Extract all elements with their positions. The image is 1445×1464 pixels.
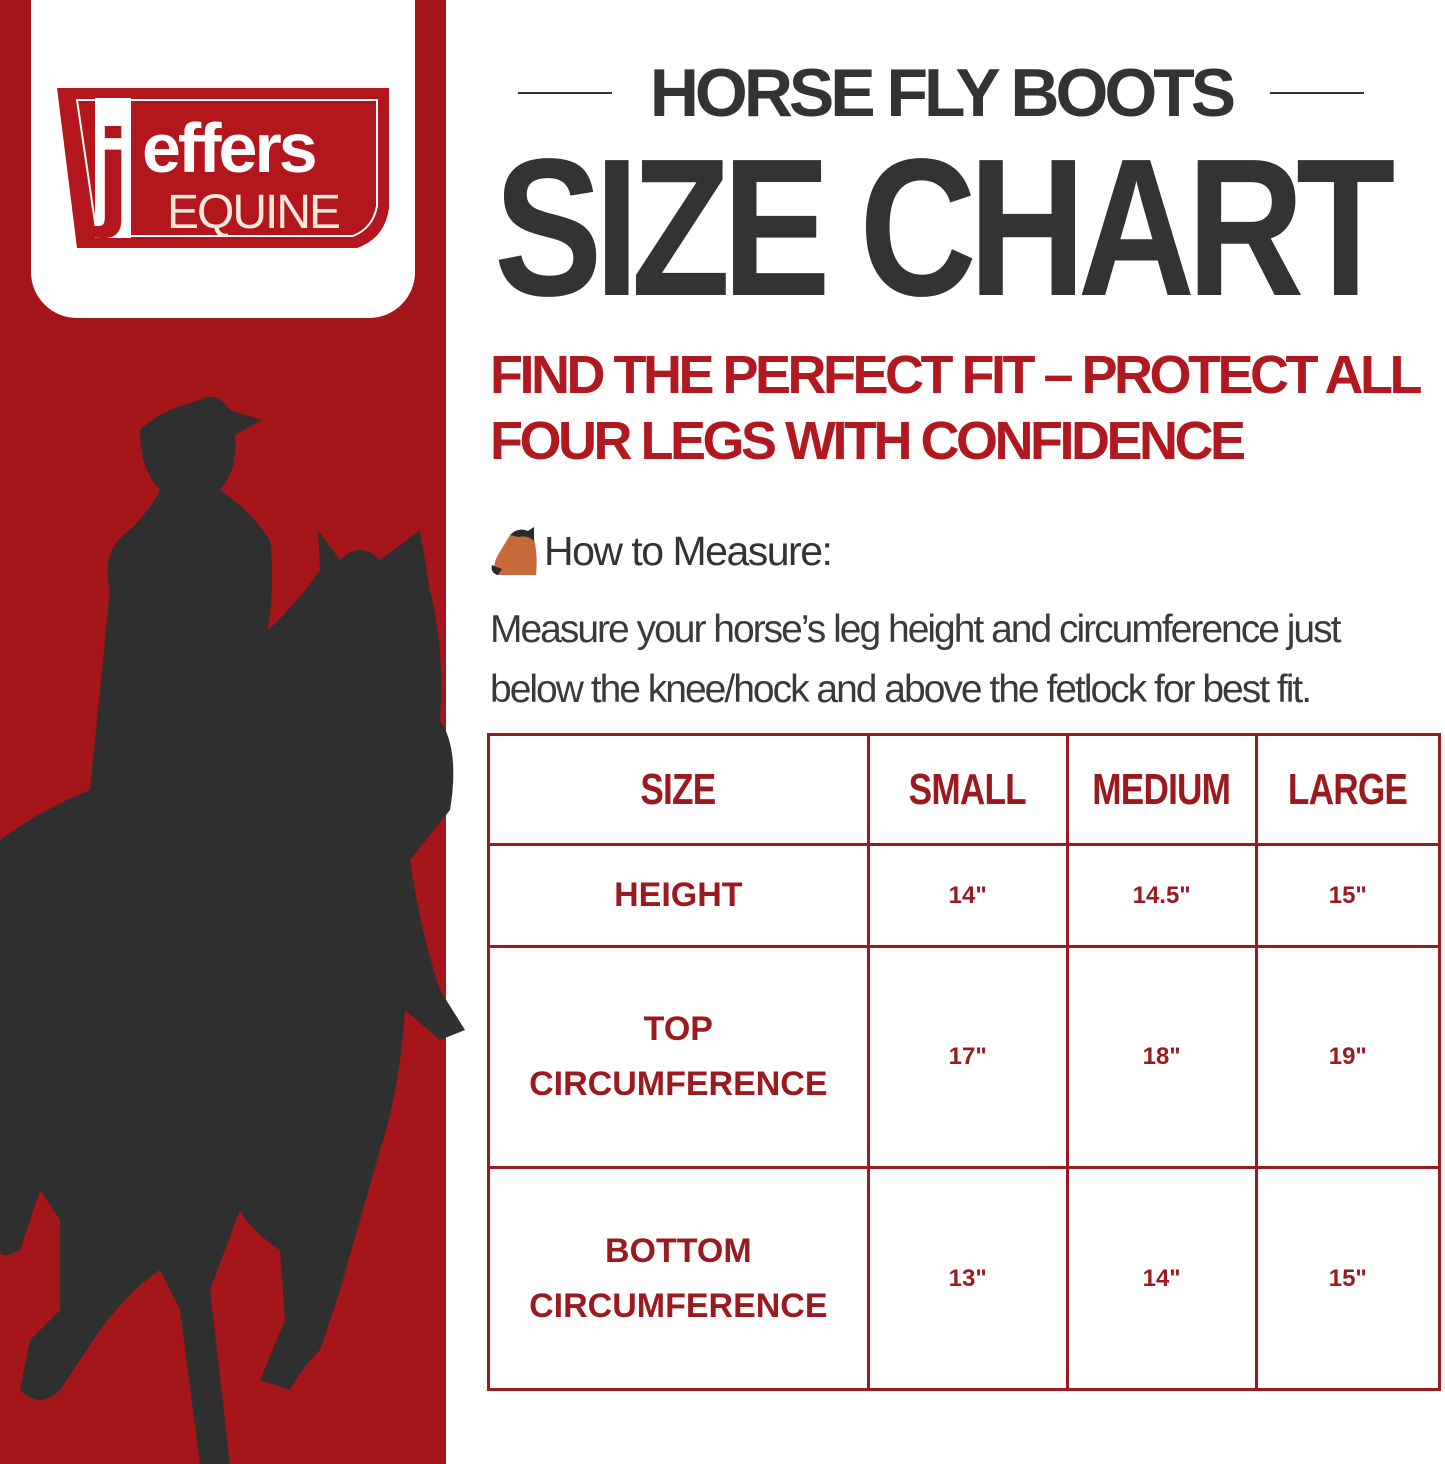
horse-rider-silhouette [0,396,465,1464]
cell-value: 18" [1065,945,1258,1169]
cell-value: 15" [1254,843,1442,948]
cell-value: 15" [1254,1166,1442,1391]
jeffers-equine-logo: j effers EQUINE [57,88,389,248]
cell-value: 14" [866,843,1069,948]
header-large: LARGE [1254,733,1442,846]
cell-value: 14" [1065,1166,1258,1391]
svg-text:EQUINE: EQUINE [167,186,339,239]
measure-instructions: Measure your horse’s leg height and circ… [490,600,1440,720]
header-medium: MEDIUM [1065,733,1258,846]
table-header-row: SIZE SMALL MEDIUM LARGE [487,733,1442,846]
cell-value: 13" [866,1166,1069,1391]
row-label: BOTTOM CIRCUMFERENCE [487,1166,870,1391]
table-row: TOP CIRCUMFERENCE 17" 18" 19" [487,945,1442,1169]
how-to-measure-label: How to Measure: [544,527,833,574]
product-title: HORSE FLY BOOTS [649,54,1236,131]
cell-value: 19" [1254,945,1442,1169]
svg-text:j: j [94,105,129,239]
red-sidebar: j effers EQUINE [0,0,465,1464]
page-title: SIZE CHART [494,118,1395,337]
row-label: TOP CIRCUMFERENCE [487,945,870,1169]
cell-value: 14.5" [1065,843,1258,948]
table-row: BOTTOM CIRCUMFERENCE 13" 14" 15" [487,1166,1442,1391]
cell-value: 17" [866,945,1069,1169]
svg-text:effers: effers [142,109,316,187]
instruction-line: below the knee/hock and above the fetloc… [490,668,1312,711]
tagline-line: FOUR LEGS WITH CONFIDENCE [490,411,1246,471]
header-size: SIZE [487,733,870,846]
horse-head-icon [491,527,537,575]
divider [518,91,612,94]
size-table: SIZE SMALL MEDIUM LARGE HEIGHT 14" 14.5"… [487,733,1442,1391]
divider [1269,91,1364,94]
tagline: FIND THE PERFECT FIT – PROTECT ALL FOUR … [490,342,1440,474]
how-to-measure-heading: How to Measure: [488,525,833,577]
title-kicker-row: HORSE FLY BOOTS [518,54,1364,131]
header-small: SMALL [866,733,1069,846]
tagline-line: FIND THE PERFECT FIT – PROTECT ALL [490,345,1423,405]
row-label: HEIGHT [487,843,870,948]
table-row: HEIGHT 14" 14.5" 15" [487,843,1442,948]
instruction-line: Measure your horse’s leg height and circ… [490,608,1341,651]
